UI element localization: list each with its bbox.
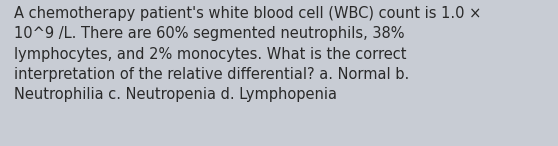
- Text: A chemotherapy patient's white blood cell (WBC) count is 1.0 ×
10^9 /L. There ar: A chemotherapy patient's white blood cel…: [14, 6, 482, 102]
